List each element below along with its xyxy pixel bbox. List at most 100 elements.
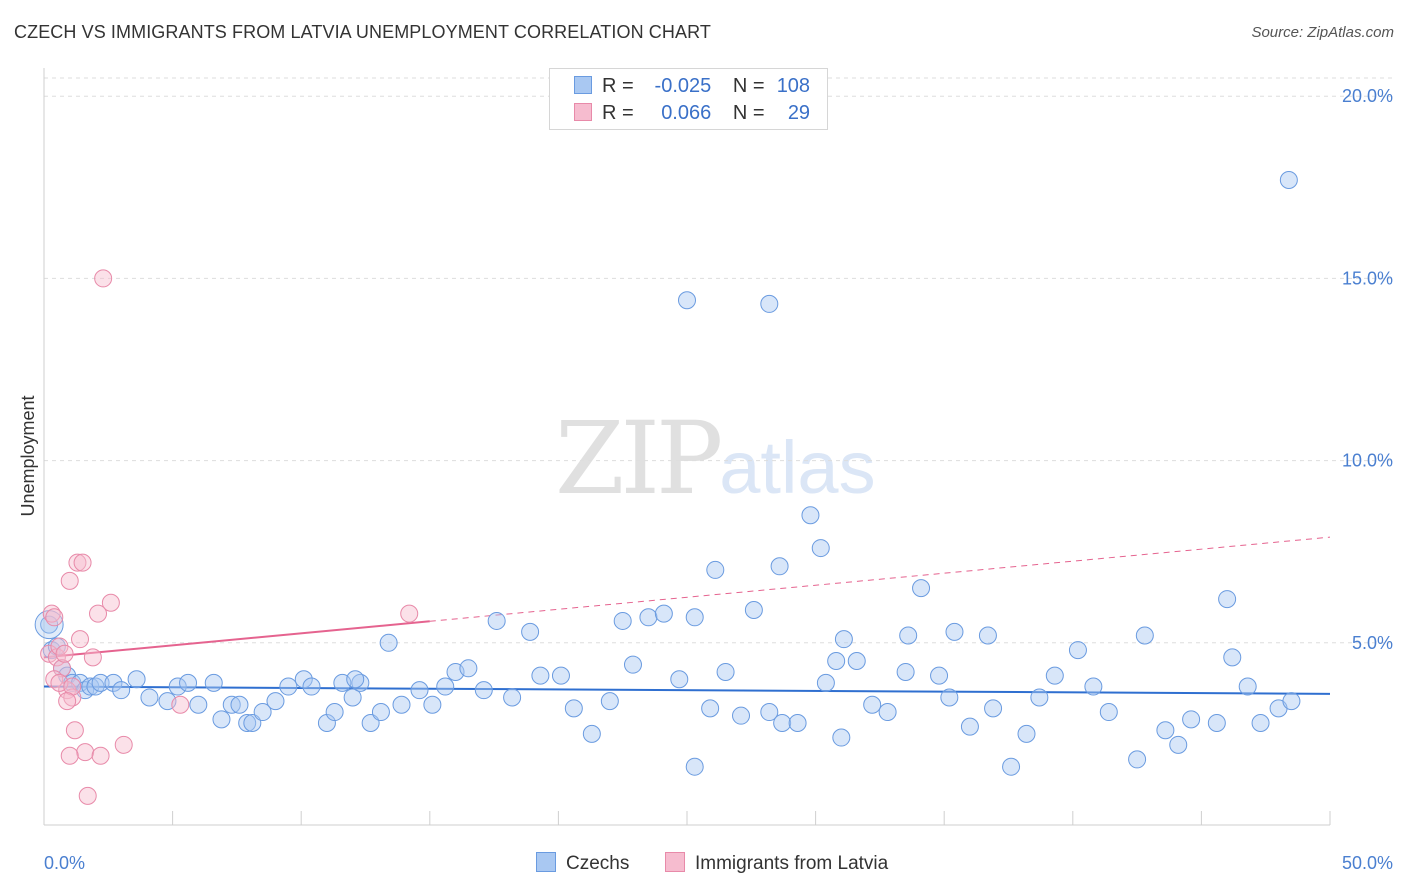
czechs-point	[294, 670, 313, 689]
czechs-point	[346, 670, 365, 689]
czechs-point	[222, 695, 241, 714]
czechs-point	[551, 666, 570, 685]
czechs-point	[1002, 757, 1021, 776]
czechs-point	[639, 608, 658, 627]
latvia-point	[94, 269, 113, 288]
legend-swatch-blue	[574, 76, 592, 94]
czechs-points	[34, 171, 1301, 776]
czechs-point	[600, 692, 619, 711]
czechs-label: Czechs	[566, 853, 630, 874]
czechs-point	[1045, 666, 1064, 685]
czechs-point	[392, 695, 411, 714]
y-axis-label: Unemployment	[18, 395, 38, 516]
latvia-point	[101, 593, 120, 612]
latvia-point	[63, 688, 82, 707]
czechs-point	[253, 703, 272, 722]
czechs-point	[474, 681, 493, 700]
axes	[43, 68, 1331, 826]
czechs-point	[1156, 721, 1175, 740]
czechs-point	[351, 673, 370, 692]
czechs-point	[678, 291, 696, 310]
legend-swatch-pink	[574, 103, 592, 121]
czechs-point	[654, 604, 673, 623]
latvia-point	[400, 604, 419, 623]
czechs-point	[1251, 713, 1270, 732]
czechs-trend-line	[43, 685, 1331, 695]
y-tick-label: 20.0%	[1342, 86, 1393, 106]
latvia-point	[63, 677, 82, 696]
czechs-point	[531, 666, 550, 685]
czechs-point	[623, 655, 642, 674]
latvia-swatch	[665, 852, 685, 872]
czechs-point	[410, 681, 429, 700]
czechs-point	[960, 717, 979, 736]
x-tick-label: 50.0%	[1342, 853, 1393, 873]
czechs-point	[1084, 677, 1103, 696]
czechs-point	[1223, 648, 1242, 667]
czechs-point	[1068, 641, 1087, 660]
czechs-point	[1182, 710, 1201, 729]
czechs-point	[379, 633, 398, 652]
czechs-point	[230, 695, 249, 714]
legend-n-label: N =	[732, 102, 765, 124]
czechs-point	[81, 677, 100, 696]
czechs-point	[701, 699, 720, 718]
czechs-point	[760, 294, 779, 313]
czechs-point	[436, 677, 455, 696]
legend-row-czechs: R = -0.025 N = 108	[574, 75, 810, 99]
y-tick-label: 15.0%	[1342, 268, 1393, 288]
czechs-point	[899, 626, 918, 645]
czechs-point	[521, 622, 540, 641]
czechs-point	[744, 601, 763, 620]
czechs-point	[140, 688, 159, 707]
czechs-point	[685, 757, 704, 776]
czechs-point	[91, 673, 110, 692]
czechs-point	[302, 677, 321, 696]
czechs-point	[896, 662, 915, 681]
series-legend: Czechs Immigrants from Latvia	[0, 852, 1406, 878]
latvia-point	[65, 721, 84, 740]
czechs-point	[930, 666, 949, 685]
czechs-point	[564, 699, 583, 718]
latvia-label: Immigrants from Latvia	[695, 853, 889, 874]
czechs-point	[343, 688, 362, 707]
czechs-point	[361, 713, 380, 732]
latvia-point	[60, 571, 79, 590]
latvia-points	[40, 269, 419, 805]
czechs-point	[127, 670, 146, 689]
legend-n-value: 29	[787, 102, 811, 124]
czechs-point	[266, 692, 285, 711]
czechs-point	[811, 539, 830, 558]
legend-item-latvia[interactable]: Immigrants from Latvia	[665, 852, 888, 875]
czechs-point	[732, 706, 751, 725]
czechs-point	[1030, 688, 1049, 707]
czechs-point	[1099, 703, 1118, 722]
czechs-point	[978, 626, 997, 645]
latvia-point	[71, 630, 90, 649]
legend-item-czechs[interactable]: Czechs	[536, 852, 629, 875]
latvia-point	[78, 786, 97, 805]
czechs-point	[582, 724, 601, 743]
legend-n-label: N =	[732, 75, 765, 97]
czechs-point	[685, 608, 704, 627]
y-tick-label: 5.0%	[1352, 633, 1393, 653]
czechs-point	[912, 579, 931, 598]
trend-lines	[43, 536, 1331, 695]
czechs-point	[1017, 724, 1036, 743]
latvia-trend-line	[43, 620, 430, 659]
czechs-point	[1282, 692, 1301, 711]
latvia-point	[55, 644, 74, 663]
czechs-point	[243, 713, 262, 732]
czechs-point	[325, 703, 344, 722]
czechs-point	[834, 630, 853, 649]
czechs-point	[1218, 590, 1237, 609]
czechs-swatch	[536, 852, 556, 872]
czechs-point	[945, 622, 964, 641]
czechs-point	[1207, 713, 1226, 732]
czechs-point	[168, 677, 187, 696]
czechs-point	[770, 557, 789, 576]
y-tick-label: 10.0%	[1342, 451, 1393, 471]
czechs-point	[1135, 626, 1154, 645]
czechs-point	[670, 670, 689, 689]
watermark-zip: ZIP	[555, 400, 723, 517]
